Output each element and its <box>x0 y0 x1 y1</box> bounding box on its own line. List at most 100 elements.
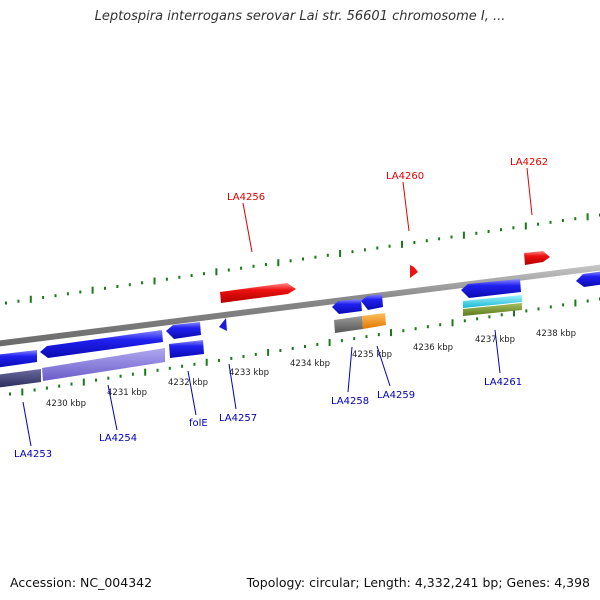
minor-tick <box>488 315 491 319</box>
major-tick <box>462 231 465 239</box>
scale-label: 4232 kbp <box>168 378 208 388</box>
major-tick <box>215 268 218 276</box>
minor-tick <box>119 374 122 378</box>
minor-tick <box>574 217 577 221</box>
minor-tick <box>439 323 442 327</box>
gene-folE-arrow <box>166 322 201 339</box>
gene-leader-line <box>228 363 237 410</box>
minor-tick <box>178 275 181 279</box>
reverse-scale-ticks <box>9 297 600 396</box>
minor-tick <box>450 235 453 239</box>
minor-tick <box>425 239 428 243</box>
major-tick <box>205 358 208 366</box>
gene-label-LA4253: LA4253 <box>14 449 52 460</box>
minor-tick <box>254 352 257 356</box>
scale-label: 4237 kbp <box>475 335 515 345</box>
minor-tick <box>165 277 168 281</box>
gene-LA4257-arrow <box>219 318 227 331</box>
minor-tick <box>128 283 131 287</box>
minor-tick <box>365 335 368 339</box>
gene-label-LA4259: LA4259 <box>377 390 415 401</box>
scale-label: 4233 kbp <box>229 368 269 378</box>
gene-label-folE: folE <box>189 418 208 429</box>
minor-tick <box>562 303 565 307</box>
minor-tick <box>549 305 552 309</box>
minor-tick <box>33 388 36 392</box>
minor-tick <box>302 257 304 261</box>
minor-tick <box>218 358 220 362</box>
minor-tick <box>289 259 292 263</box>
gene-LA4262-arrow <box>524 251 550 265</box>
minor-tick <box>426 325 429 329</box>
minor-tick <box>500 228 502 232</box>
major-tick <box>144 368 147 376</box>
minor-tick <box>388 244 391 248</box>
minor-tick <box>586 299 589 303</box>
minor-tick <box>79 290 82 294</box>
gene-LA4256-arrow <box>220 283 296 303</box>
gene-LA4253-arrow <box>0 350 37 368</box>
minor-tick <box>190 274 193 277</box>
minor-tick <box>45 386 48 390</box>
scale-label: 4234 kbp <box>290 359 330 369</box>
feature-region-LA4259 <box>362 313 386 329</box>
gene-label-LA4262: LA4262 <box>510 157 548 168</box>
minor-tick <box>252 264 255 268</box>
major-tick <box>586 213 589 221</box>
minor-tick <box>525 309 528 313</box>
major-tick <box>328 339 331 346</box>
minor-tick <box>476 317 479 321</box>
minor-tick <box>376 246 379 250</box>
feature-region-folE <box>169 340 204 358</box>
minor-tick <box>42 296 45 299</box>
gene-label-LA4256: LA4256 <box>227 192 265 203</box>
minor-tick <box>549 220 552 224</box>
minor-tick <box>242 354 245 358</box>
major-tick <box>451 319 454 327</box>
major-tick <box>390 329 392 337</box>
gene-leader-line <box>526 167 533 216</box>
minor-tick <box>156 368 159 372</box>
minor-tick <box>537 307 540 311</box>
feature-region-LA4261-a <box>463 295 522 308</box>
feature-region-LA4258 <box>334 316 363 333</box>
minor-tick <box>414 327 417 331</box>
major-tick <box>29 295 32 303</box>
minor-tick <box>141 281 144 285</box>
gene-leader-line <box>22 401 32 447</box>
accession-text: Accession: NC_004342 <box>10 575 153 590</box>
scale-labels: 4230 kbp 4231 kbp 4232 kbp 4233 kbp 4234… <box>46 329 576 409</box>
minor-tick <box>116 285 119 288</box>
gene-label-LA4257: LA4257 <box>219 413 257 424</box>
minor-tick <box>227 268 230 272</box>
major-tick <box>339 250 342 257</box>
major-tick <box>153 277 156 285</box>
minor-tick <box>58 384 61 388</box>
minor-tick <box>230 356 233 360</box>
minor-tick <box>438 237 441 241</box>
minor-tick <box>304 345 306 348</box>
gene-leader-line <box>107 384 118 431</box>
minor-tick <box>203 272 205 276</box>
major-tick <box>277 259 280 267</box>
scale-label: 4230 kbp <box>46 399 86 409</box>
gene-leader-line <box>376 345 391 387</box>
gene-leader-line <box>402 181 410 232</box>
genome-summary-text: Topology: circular; Length: 4,332,241 bp… <box>246 575 590 590</box>
minor-tick <box>363 248 366 252</box>
minor-tick <box>314 255 317 259</box>
gene-leader-line <box>347 346 353 393</box>
minor-tick <box>54 294 57 298</box>
minor-tick <box>107 376 110 380</box>
minor-tick <box>5 301 7 305</box>
feature-region-LA4253 <box>0 369 41 388</box>
feature-region-LA4261-b <box>463 303 522 316</box>
minor-tick <box>9 392 11 396</box>
minor-tick <box>264 263 267 266</box>
minor-tick <box>561 219 564 222</box>
genome-backbone <box>0 264 600 347</box>
minor-tick <box>402 329 405 333</box>
minor-tick <box>291 347 294 350</box>
reverse-gene-labels: LA4253 LA4254 folE LA4257 LA4258 LA4259 … <box>14 329 522 460</box>
